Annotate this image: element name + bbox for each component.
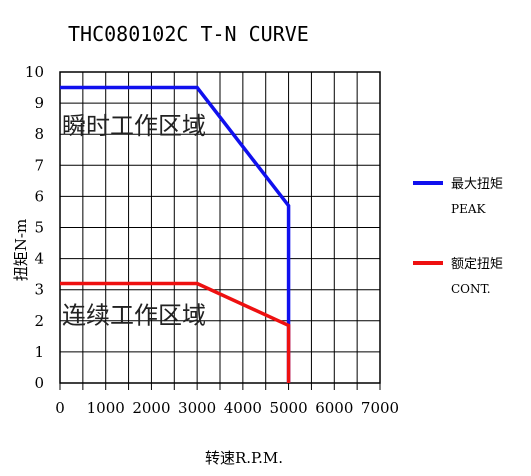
y-tick-label: 0: [34, 374, 44, 392]
y-tick-label: 2: [34, 312, 44, 330]
legend-sublabel: CONT.: [451, 282, 491, 296]
region-label-continuous: 连续工作区域: [62, 302, 206, 330]
x-tick-label: 7000: [361, 399, 399, 417]
series-line-peak: [60, 85, 291, 383]
y-tick-label: 9: [34, 94, 44, 112]
legend-sublabel: PEAK: [451, 202, 487, 216]
y-tick-label: 3: [34, 281, 44, 299]
plot-border: [59, 71, 381, 384]
legend: 最大扭矩 PEAK 额定扭矩 CONT.: [413, 177, 503, 296]
region-label-peak: 瞬时工作区域: [62, 112, 206, 140]
y-tick-label: 6: [34, 187, 44, 205]
y-tick-label: 1: [34, 343, 44, 361]
y-axis-label: 扭矩N-m: [12, 219, 30, 281]
legend-label: 最大扭矩: [451, 177, 503, 192]
x-tick-label: 5000: [269, 399, 307, 417]
y-tick-labels: 0 1 2 3 4 5 6 7 8 9 10: [25, 63, 44, 392]
x-tick-label: 0: [55, 399, 65, 417]
chart-title: THC080102C T-N CURVE: [68, 22, 309, 46]
y-tick-label: 5: [34, 219, 44, 237]
x-tick-label: 4000: [224, 399, 262, 417]
x-tick-labels: 0 1000 2000 3000 4000 5000 6000 7000: [55, 399, 399, 417]
y-tick-label: 4: [34, 250, 44, 268]
legend-label: 额定扭矩: [451, 257, 503, 272]
series-lines: [60, 85, 291, 383]
x-tick-label: 3000: [178, 399, 216, 417]
x-tick-label: 1000: [87, 399, 125, 417]
y-tick-label: 8: [34, 125, 44, 143]
x-tick-label: 2000: [132, 399, 170, 417]
x-tick-label: 6000: [315, 399, 353, 417]
grid: [59, 71, 381, 390]
y-tick-label: 7: [34, 156, 44, 174]
series-line-continuous: [60, 281, 291, 383]
y-tick-label: 10: [25, 63, 44, 81]
x-axis-label: 转速R.P.M.: [205, 449, 283, 467]
